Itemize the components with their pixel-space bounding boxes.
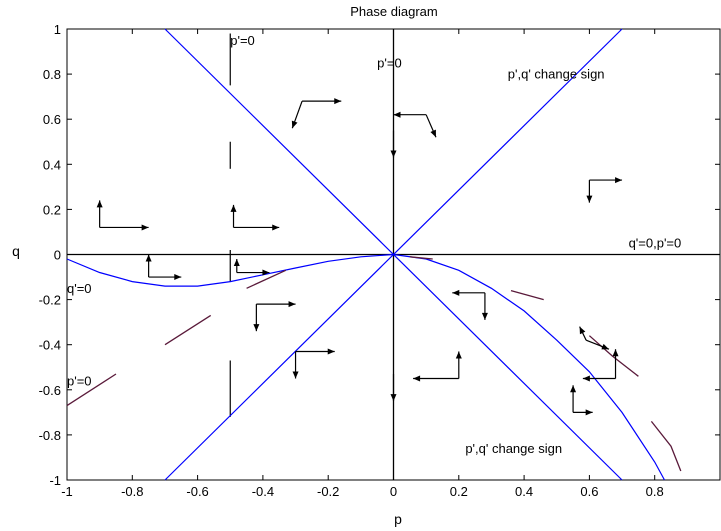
direction-arrow-head — [272, 224, 280, 231]
x-axis-label: p — [394, 511, 402, 527]
chart-title: Phase diagram — [350, 4, 437, 19]
trajectory-segment — [246, 269, 287, 289]
direction-arrow-head — [452, 289, 460, 296]
direction-arrow-head — [601, 343, 609, 350]
direction-arrow-head — [579, 326, 586, 335]
direction-arrow-head — [327, 348, 335, 355]
direction-arrow-head — [334, 98, 342, 105]
direction-arrow-head — [230, 204, 237, 212]
direction-arrow-head — [233, 259, 240, 267]
annotation-label: q'=0 — [67, 281, 92, 296]
x-tick-label: 0 — [390, 484, 397, 499]
direction-arrow-head — [253, 324, 260, 332]
direction-arrow-head — [292, 371, 299, 379]
direction-arrow-head — [174, 274, 182, 281]
direction-arrow-head — [586, 195, 593, 203]
direction-arrow-head — [288, 301, 296, 308]
direction-arrow-head — [585, 409, 593, 416]
direction-arrow-head — [291, 120, 298, 129]
trajectory-segment — [650, 420, 682, 472]
direction-arrow-head — [570, 385, 577, 393]
y-tick-label: -0.6 — [39, 383, 61, 398]
trajectory-segment — [409, 256, 433, 260]
direction-arrow-head — [141, 224, 149, 231]
annotation-label: p'=0 — [377, 55, 402, 70]
annotation-label: p'=0 — [67, 373, 92, 388]
y-tick-label: 0 — [54, 248, 61, 263]
direction-arrow-head — [393, 111, 401, 118]
y-tick-label: 0.2 — [43, 202, 61, 217]
y-tick-label: 0.8 — [43, 67, 61, 82]
direction-arrow-head — [612, 349, 619, 357]
direction-arrow-head — [390, 394, 397, 402]
direction-arrow-head — [430, 129, 436, 138]
annotation-label: p'=0 — [230, 33, 255, 48]
direction-arrow-head — [390, 150, 397, 158]
direction-arrow-head — [481, 312, 488, 320]
y-tick-label: -0.2 — [39, 293, 61, 308]
direction-arrow-head — [96, 200, 103, 208]
curve-3 — [66, 253, 666, 481]
x-tick-label: -0.6 — [186, 484, 208, 499]
y-tick-label: -0.4 — [39, 338, 61, 353]
direction-arrow-head — [615, 177, 623, 184]
trajectory-segment — [510, 289, 544, 301]
y-tick-label: 1 — [54, 22, 61, 37]
x-tick-label: 0.6 — [580, 484, 598, 499]
direction-arrow-head — [262, 269, 270, 276]
y-tick-label: 0.4 — [43, 157, 61, 172]
annotation-label: p',q' change sign — [508, 67, 605, 82]
trajectory-segment — [66, 373, 117, 407]
x-tick-label: 0.4 — [515, 484, 533, 499]
trajectory-segment — [588, 335, 639, 377]
y-tick-label: -0.8 — [39, 428, 61, 443]
y-axis-label: q — [12, 243, 20, 259]
direction-arrow-head — [145, 254, 152, 262]
direction-arrow-head — [582, 375, 590, 382]
x-tick-label: -0.2 — [317, 484, 339, 499]
y-tick-label: 0.6 — [43, 112, 61, 127]
y-tick-label: -1 — [49, 473, 61, 488]
x-tick-label: 0.8 — [646, 484, 664, 499]
x-tick-label: -1 — [61, 484, 73, 499]
x-tick-label: -0.4 — [252, 484, 274, 499]
annotation-label: p',q' change sign — [465, 441, 562, 456]
x-tick-label: 0.2 — [450, 484, 468, 499]
trajectory-segment — [164, 314, 212, 346]
x-tick-label: -0.8 — [121, 484, 143, 499]
direction-arrow-head — [413, 375, 421, 382]
plot-area: -1 -0.8 -0.6 -0.4 -0.2 0 0.2 0.4 0.6 0.8 -1 -0.8 -0.… — [39, 22, 721, 499]
annotation-label: q'=0,p'=0 — [629, 236, 682, 251]
direction-arrow-head — [455, 351, 462, 359]
